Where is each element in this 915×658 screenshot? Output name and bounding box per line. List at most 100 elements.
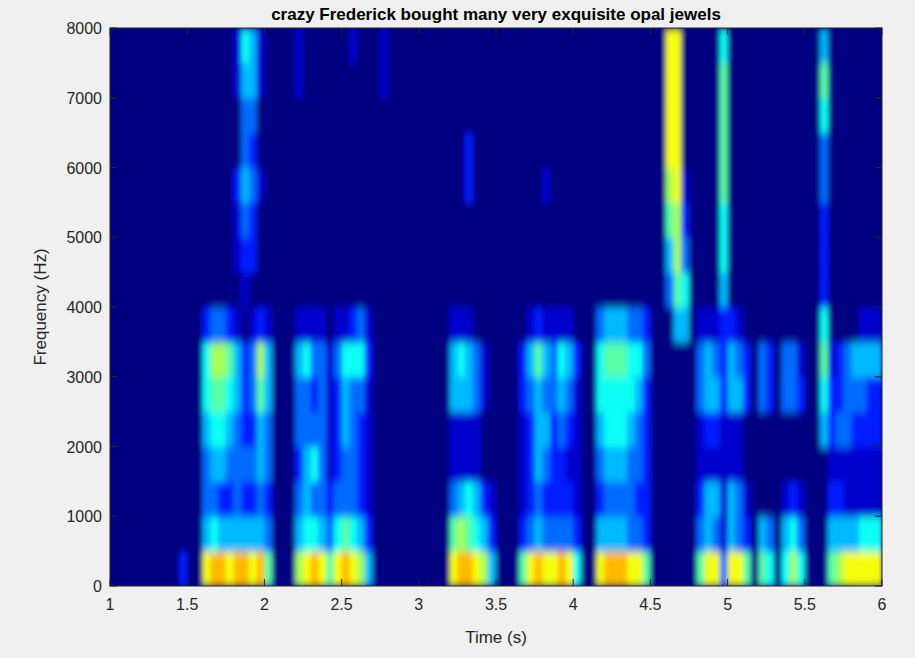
cell: [396, 168, 404, 203]
cell: [411, 412, 419, 447]
cell: [859, 481, 867, 516]
cell: [280, 481, 288, 516]
cell: [118, 377, 126, 412]
cell: [203, 237, 211, 272]
cell: [496, 307, 504, 342]
cell: [712, 377, 720, 412]
cell: [565, 133, 573, 168]
axes-frame: [110, 28, 882, 586]
cell: [241, 272, 249, 307]
cell: [604, 412, 612, 447]
cell: [396, 412, 404, 447]
cell: [295, 237, 303, 272]
cell: [264, 28, 272, 63]
cell: [427, 202, 435, 237]
cell: [311, 307, 319, 342]
x-tick: [264, 579, 265, 586]
cell: [836, 133, 844, 168]
cell: [465, 342, 473, 377]
cell: [357, 516, 365, 551]
cell: [156, 412, 164, 447]
cell: [635, 307, 643, 342]
cell: [427, 412, 435, 447]
cell: [218, 412, 226, 447]
cell: [874, 63, 882, 98]
cell: [620, 412, 628, 447]
cell: [712, 63, 720, 98]
cell: [666, 516, 674, 551]
cell: [372, 168, 380, 203]
cell: [542, 377, 550, 412]
cell: [511, 28, 519, 63]
cell: [704, 28, 712, 63]
cell: [681, 63, 689, 98]
cell: [789, 551, 797, 586]
cell: [187, 412, 195, 447]
cell: [828, 377, 836, 412]
cell: [766, 168, 774, 203]
cell: [195, 307, 203, 342]
cell: [434, 377, 442, 412]
cell: [473, 202, 481, 237]
cell: [481, 307, 489, 342]
cell: [264, 63, 272, 98]
cell: [658, 133, 666, 168]
axes: 11.522.533.544.555.560100020003000400050…: [66, 20, 886, 613]
cell: [156, 133, 164, 168]
cell: [118, 516, 126, 551]
cell: [149, 272, 157, 307]
cell: [234, 377, 242, 412]
cell: [303, 133, 311, 168]
cell: [442, 98, 450, 133]
cell: [203, 202, 211, 237]
cell: [210, 28, 218, 63]
cell: [820, 202, 828, 237]
cell: [596, 412, 604, 447]
cell: [650, 377, 658, 412]
y-tick-right: [875, 307, 882, 308]
cell: [874, 447, 882, 482]
cell: [774, 307, 782, 342]
cell: [226, 237, 234, 272]
cell: [457, 133, 465, 168]
cell: [565, 202, 573, 237]
cell: [272, 551, 280, 586]
cell: [581, 98, 589, 133]
cell: [187, 272, 195, 307]
cell: [782, 63, 790, 98]
x-tick: [573, 579, 574, 586]
cell: [589, 481, 597, 516]
cell: [851, 237, 859, 272]
cell: [280, 342, 288, 377]
cell: [504, 272, 512, 307]
cell-layer: [110, 28, 882, 586]
cell: [156, 168, 164, 203]
cell: [751, 377, 759, 412]
cell: [735, 551, 743, 586]
cell: [133, 272, 141, 307]
cell: [349, 168, 357, 203]
cell: [550, 516, 558, 551]
cell: [380, 63, 388, 98]
cell: [573, 133, 581, 168]
cell: [558, 377, 566, 412]
cell: [164, 28, 172, 63]
cell: [365, 481, 373, 516]
cell: [650, 481, 658, 516]
cell: [396, 272, 404, 307]
cell: [149, 342, 157, 377]
cell: [820, 237, 828, 272]
cell: [828, 447, 836, 482]
figure-background: [0, 0, 915, 658]
cell: [488, 481, 496, 516]
cell: [288, 516, 296, 551]
cell: [403, 481, 411, 516]
cell: [396, 63, 404, 98]
cell: [650, 168, 658, 203]
cell: [280, 447, 288, 482]
cell: [349, 272, 357, 307]
cell: [264, 551, 272, 586]
cell: [388, 516, 396, 551]
cell: [334, 481, 342, 516]
cell: [859, 412, 867, 447]
